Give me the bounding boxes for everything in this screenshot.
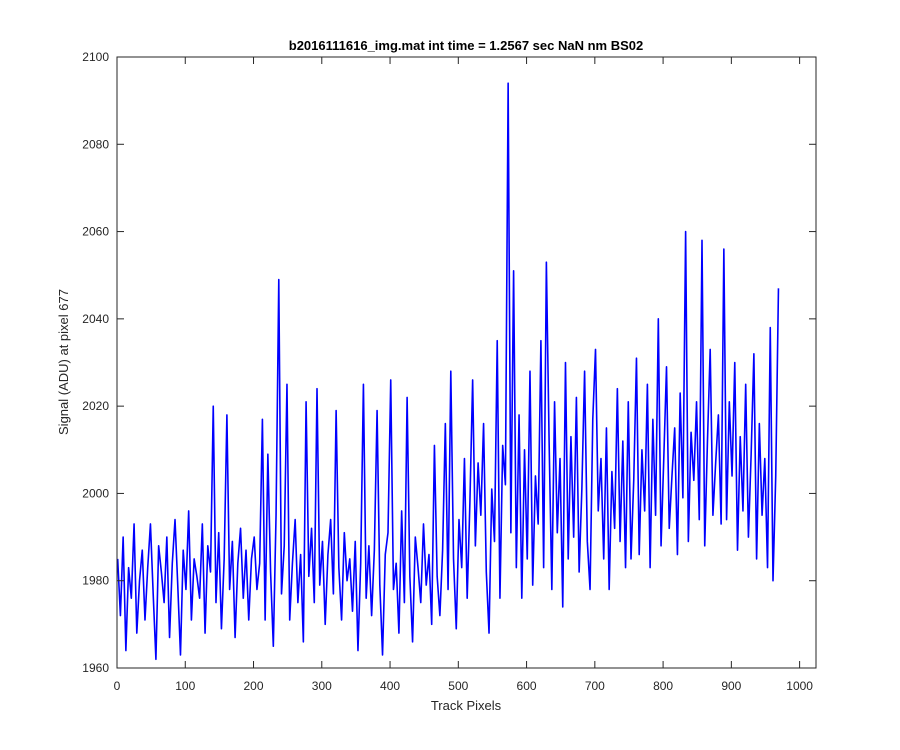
x-tick-label: 100 [175,679,195,693]
y-tick-label: 2100 [82,50,109,64]
axes-box [116,56,817,669]
x-tick-label: 900 [721,679,741,693]
x-tick-label: 400 [380,679,400,693]
y-tick-label: 2040 [82,312,109,326]
x-tick-label: 500 [448,679,468,693]
x-tick-label: 800 [653,679,673,693]
x-tick-label: 600 [517,679,537,693]
x-axis-title: Track Pixels [431,698,502,713]
x-tick-label: 200 [244,679,264,693]
x-tick-label: 300 [312,679,332,693]
x-tick-label: 0 [114,679,121,693]
y-tick-label: 2000 [82,486,109,500]
y-axis-title: Signal (ADU) at pixel 677 [56,289,71,435]
y-tick-label: 2080 [82,137,109,151]
y-tick-label: 1980 [82,574,109,588]
y-tick-label: 2060 [82,225,109,239]
y-tick-label: 2020 [82,399,109,413]
plot-area [116,56,817,669]
y-axis: 1960 1980 2000 2020 2040 2060 2080 2100 [82,50,816,675]
y-tick-label: 1960 [82,661,109,675]
chart-title: b2016111616_img.mat int time = 1.2567 se… [289,38,643,53]
x-tick-label: 700 [585,679,605,693]
series-line-1 [116,82,780,661]
x-axis: 0 100 200 300 400 500 600 700 800 900 1000 [114,57,813,693]
x-tick-label: 1000 [786,679,813,693]
